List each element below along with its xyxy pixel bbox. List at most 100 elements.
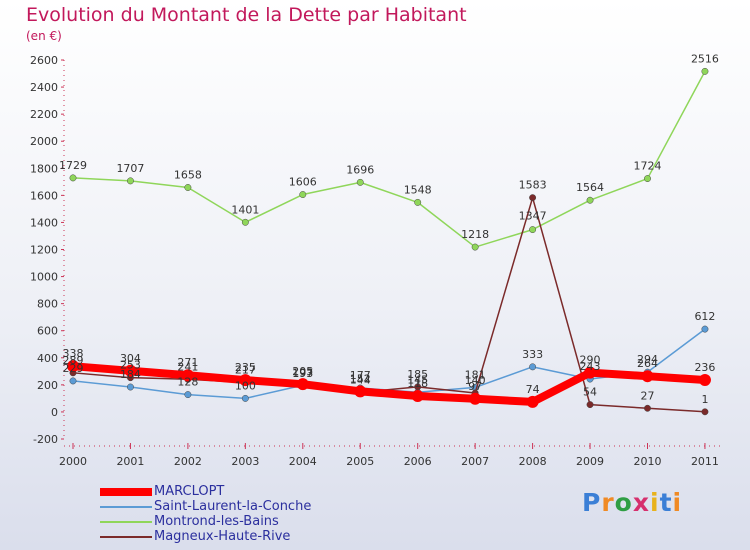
- data-label: 152: [350, 372, 371, 385]
- proxiti-logo: Proxiti: [582, 488, 682, 517]
- y-tick-label: 600: [37, 325, 58, 338]
- legend-item: Saint-Laurent-la-Conche: [100, 499, 311, 514]
- legend-item: Magneux-Haute-Rive: [100, 529, 311, 544]
- data-label: 229: [63, 362, 84, 375]
- logo-letter: x: [632, 488, 650, 517]
- data-point: [299, 191, 307, 198]
- series-line: [72, 328, 706, 400]
- data-label: 140: [465, 374, 486, 387]
- data-label: 1548: [404, 183, 432, 196]
- y-tick-label: 1200: [30, 244, 58, 257]
- legend-swatch: [100, 520, 152, 523]
- legend: MARCLOPT Saint-Laurent-la-Conche Montrond-…: [100, 484, 311, 544]
- data-label: 1658: [174, 169, 202, 182]
- x-tick-label: 2010: [634, 455, 662, 468]
- data-point: [184, 391, 192, 399]
- x-tick-label: 2005: [346, 455, 374, 468]
- x-tick-label: 2006: [404, 455, 432, 468]
- data-point: [184, 184, 192, 191]
- data-label: 2516: [691, 52, 719, 65]
- legend-item: Montrond-les-Bains: [100, 514, 311, 529]
- data-point: [411, 389, 424, 402]
- data-label: 97: [468, 380, 482, 393]
- data-label: 144: [350, 373, 371, 386]
- data-point: [296, 378, 309, 391]
- legend-item: MARCLOPT: [100, 484, 311, 499]
- data-label: 271: [177, 356, 198, 369]
- data-point: [127, 177, 134, 185]
- data-label: 304: [120, 352, 141, 365]
- data-label: 236: [694, 361, 715, 374]
- y-tick-label: 1000: [30, 271, 58, 284]
- data-point: [181, 369, 194, 382]
- data-label: 145: [407, 373, 428, 386]
- data-point: [701, 67, 709, 75]
- x-tick-label: 2000: [59, 455, 87, 468]
- data-label: 1564: [576, 181, 604, 194]
- y-tick-label: 2200: [30, 108, 58, 121]
- data-label: 1724: [634, 160, 662, 173]
- data-point: [586, 401, 594, 409]
- data-point: [239, 374, 252, 387]
- x-tick-label: 2007: [461, 455, 489, 468]
- data-label: 205: [292, 365, 313, 378]
- data-point: [414, 198, 422, 206]
- data-label: 128: [177, 376, 198, 389]
- data-point: [701, 408, 709, 416]
- data-label: 1583: [519, 179, 547, 192]
- data-label: 118: [407, 377, 428, 390]
- y-tick-label: 400: [37, 352, 58, 365]
- data-label: 54: [583, 386, 597, 399]
- y-tick-label: 0: [51, 406, 58, 419]
- data-point: [471, 243, 479, 251]
- data-label: 193: [292, 367, 313, 380]
- x-tick-label: 2011: [691, 455, 719, 468]
- x-tick-label: 2003: [231, 455, 259, 468]
- legend-swatch: [100, 505, 152, 508]
- legend-swatch: [100, 535, 152, 538]
- data-label: 1: [701, 393, 708, 406]
- y-tick-label: 1400: [30, 216, 58, 229]
- data-point: [69, 174, 77, 182]
- data-point: [698, 373, 711, 386]
- data-label: 294: [637, 353, 658, 366]
- series-line: [72, 70, 706, 248]
- y-tick-label: 2400: [30, 81, 58, 94]
- data-point: [529, 194, 537, 202]
- data-point: [67, 360, 79, 373]
- data-label: 184: [120, 368, 141, 381]
- data-point: [241, 218, 249, 226]
- data-point: [586, 196, 594, 204]
- logo-letter: P: [582, 488, 602, 517]
- data-point: [469, 392, 482, 405]
- data-point: [356, 178, 364, 186]
- data-label: 217: [235, 364, 256, 377]
- legend-label: Montrond-les-Bains: [154, 514, 279, 529]
- x-tick-label: 2004: [289, 455, 317, 468]
- series-line: [69, 362, 709, 406]
- data-label: 243: [580, 360, 601, 373]
- data-label: 74: [526, 383, 540, 396]
- data-label: 1707: [116, 162, 144, 175]
- data-point: [584, 366, 597, 379]
- data-label: 241: [177, 360, 198, 373]
- data-point: [641, 370, 654, 383]
- data-label: 289: [63, 354, 84, 367]
- y-tick-label: 2000: [30, 135, 58, 148]
- data-label: 612: [694, 310, 715, 323]
- data-label: 181: [465, 368, 486, 381]
- data-point: [127, 383, 134, 391]
- data-label: 1347: [519, 210, 547, 223]
- legend-label: MARCLOPT: [154, 484, 225, 499]
- data-point: [526, 395, 539, 408]
- data-point: [124, 364, 137, 377]
- data-label: 235: [235, 361, 256, 374]
- logo-letter: i: [650, 488, 660, 517]
- data-point: [69, 377, 77, 385]
- data-point: [701, 325, 709, 333]
- data-label: 1218: [461, 228, 489, 241]
- logo-letter: i: [672, 488, 683, 517]
- x-tick-label: 2008: [519, 455, 547, 468]
